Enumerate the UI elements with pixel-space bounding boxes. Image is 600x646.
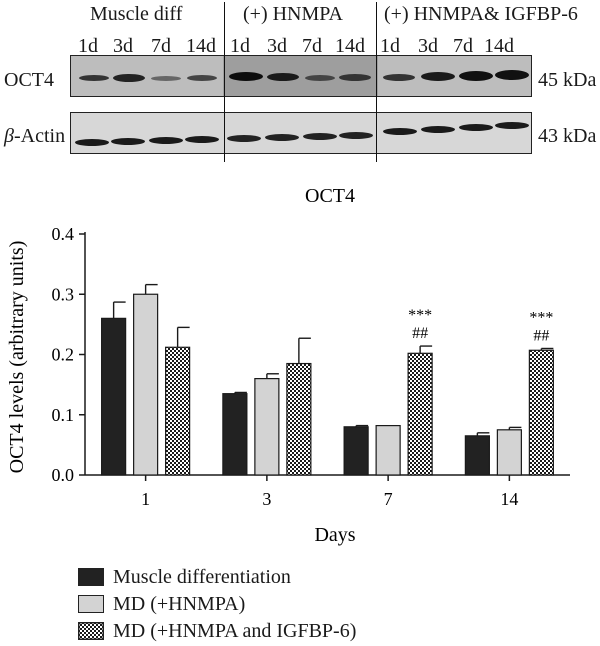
oct4-band	[79, 75, 109, 81]
y-tick-label: 0.2	[52, 345, 75, 365]
x-tick-label: 1	[141, 489, 150, 509]
bar	[375, 424, 401, 476]
bar	[464, 435, 490, 476]
oct4-band	[383, 74, 415, 81]
oct4-band	[421, 72, 455, 81]
blot-group-header: Muscle diff	[90, 3, 183, 25]
blot-row-label-actin: β-Actin	[4, 126, 65, 146]
x-tick-label: 7	[384, 489, 393, 509]
bar	[133, 293, 159, 476]
bar	[254, 378, 280, 476]
beta-symbol: β	[4, 125, 14, 147]
lane-label: 7d	[151, 35, 171, 57]
lane-label: 7d	[453, 35, 473, 57]
lane-label: 1d	[380, 35, 400, 57]
blot-group-header: (+) HNMPA& IGFBP-6	[384, 3, 578, 25]
y-axis-label: OCT4 levels (arbitrary units)	[6, 241, 28, 474]
bar	[101, 317, 127, 476]
significance-marker: ##	[412, 325, 428, 342]
oct4-band	[459, 71, 493, 81]
x-tick-label: 14	[500, 489, 518, 509]
oct4-band	[187, 75, 217, 81]
actin-band	[111, 138, 145, 145]
lane-label: 14d	[484, 35, 514, 57]
actin-band	[383, 128, 417, 135]
lane-label: 3d	[113, 35, 133, 57]
oct4-band	[305, 75, 335, 81]
y-tick-label: 0.1	[52, 405, 75, 425]
actin-band	[339, 132, 373, 139]
actin-band	[265, 134, 299, 141]
blot-row-size-oct4: 45 kDa	[538, 69, 597, 91]
legend-swatch-md-hnmpa	[78, 595, 104, 613]
actin-blot-strip	[70, 112, 532, 154]
oct4-band	[339, 74, 371, 81]
oct4-band	[113, 74, 145, 82]
actin-band	[495, 122, 529, 129]
actin-band	[459, 124, 493, 131]
lane-label: 3d	[267, 35, 287, 57]
legend-label: Muscle differentiation	[113, 566, 291, 588]
oct4-bar-chart: OCT4 OCT4 levels (arbitrary units) Days …	[6, 185, 570, 546]
y-tick-label: 0.0	[52, 465, 75, 485]
actin-band	[75, 139, 109, 146]
bar	[343, 426, 369, 476]
bar	[286, 362, 312, 476]
actin-band	[185, 136, 219, 143]
y-tick-label: 0.4	[52, 224, 75, 244]
blot-group-header: (+) HNMPA	[243, 3, 343, 25]
legend-label: MD (+HNMPA)	[113, 593, 246, 615]
blot-group-divider	[376, 2, 377, 162]
lane-label: 1d	[78, 35, 98, 57]
bar	[407, 352, 433, 476]
bar	[222, 393, 248, 476]
lane-label: 14d	[335, 35, 365, 57]
blot-group-divider	[224, 2, 225, 162]
lane-label: 1d	[230, 35, 250, 57]
plot-area: 0.00.10.20.30.41 3 7##***14##***	[52, 224, 570, 509]
bar	[165, 346, 191, 476]
x-axis-label: Days	[314, 524, 355, 546]
significance-marker: ***	[529, 309, 553, 326]
blot-row-label-oct4: OCT4	[4, 69, 54, 91]
legend-swatch-muscle-differentiation	[78, 568, 104, 586]
actin-band	[227, 135, 261, 142]
oct4-blot-strip	[70, 55, 532, 97]
oct4-band	[229, 72, 263, 81]
significance-marker: ***	[408, 307, 432, 324]
legend-label: MD (+HNMPA and IGFBP-6)	[113, 620, 357, 642]
actin-band	[303, 133, 337, 140]
bar	[528, 349, 554, 476]
significance-marker: ##	[533, 327, 549, 344]
bar	[496, 429, 522, 476]
actin-text: -Actin	[13, 125, 66, 147]
lane-label: 14d	[186, 35, 216, 57]
actin-band	[421, 126, 455, 133]
x-tick-label: 3	[262, 489, 271, 509]
actin-band	[149, 137, 183, 144]
blot-row-size-actin: 43 kDa	[538, 125, 597, 147]
y-tick-label: 0.3	[52, 284, 75, 304]
oct4-band	[495, 70, 529, 80]
chart-title: OCT4	[305, 185, 355, 207]
legend-swatch-md-hnmpa-igfbp6	[78, 622, 104, 640]
oct4-band	[151, 76, 181, 81]
oct4-band	[267, 73, 299, 81]
lane-label: 3d	[418, 35, 438, 57]
lane-label: 7d	[302, 35, 322, 57]
